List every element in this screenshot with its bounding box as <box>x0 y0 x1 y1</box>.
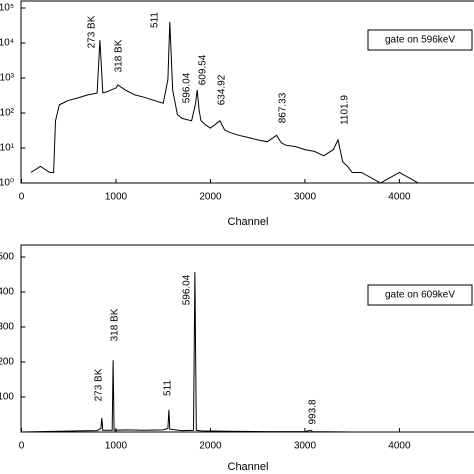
peak-annotation: 609.54 <box>198 54 209 85</box>
x-tick-label: 3000 <box>294 441 317 452</box>
peak-annotation: 1101.9 <box>340 95 351 125</box>
x-tick-label: 4000 <box>388 441 411 452</box>
peak-annotation: 273 BK <box>94 368 105 401</box>
spectrum-line <box>21 271 474 433</box>
x-tick-label: 0 <box>19 441 25 452</box>
x-axis-label: Channel <box>228 461 269 473</box>
gate-label: gate on 609keV <box>385 290 455 301</box>
gate-box <box>367 284 473 306</box>
y-tick-label: 10⁵ <box>0 3 14 14</box>
peak-annotation: 318 BK <box>114 39 125 72</box>
x-tick-label: 2000 <box>199 441 222 452</box>
bottom-frame <box>20 244 474 433</box>
x-tick-label: 4000 <box>388 192 411 203</box>
y-tick-label: 10² <box>0 108 15 119</box>
x-tick-label: 2000 <box>199 192 222 203</box>
peak-annotation: 867.33 <box>278 92 289 123</box>
x-tick-label: 0 <box>19 192 25 203</box>
y-tick-label: 10⁴ <box>0 38 14 49</box>
y-tick-label: 100 <box>0 392 14 403</box>
spectrum-line <box>30 21 474 184</box>
top-frame <box>20 0 474 184</box>
y-tick-label: 10⁰ <box>0 178 14 189</box>
peak-annotation: 273 BK <box>87 15 98 48</box>
y-tick-label: 400 <box>0 287 14 298</box>
y-tick-label: 200 <box>0 357 14 368</box>
y-tick-label: 500 <box>0 252 14 263</box>
peak-annotation: 318 BK <box>110 308 121 341</box>
x-tick-label: 3000 <box>294 192 317 203</box>
y-tick-label: 10¹ <box>0 143 15 154</box>
gate-label: gate on 596keV <box>385 35 455 46</box>
x-tick-label: 1000 <box>105 192 128 203</box>
y-tick-label: 300 <box>0 322 14 333</box>
x-tick-label: 1000 <box>105 441 128 452</box>
peak-annotation: 634.92 <box>217 74 228 105</box>
peak-annotation: 596.04 <box>182 72 193 103</box>
peak-annotation: 993.8 <box>308 399 319 424</box>
x-axis-label: Channel <box>228 216 269 228</box>
peak-annotation: 511 <box>150 12 161 28</box>
peak-annotation: 596.04 <box>182 274 193 305</box>
gate-box <box>367 29 473 51</box>
y-tick-label: 10³ <box>0 73 15 84</box>
peak-annotation: 511 <box>163 380 174 396</box>
